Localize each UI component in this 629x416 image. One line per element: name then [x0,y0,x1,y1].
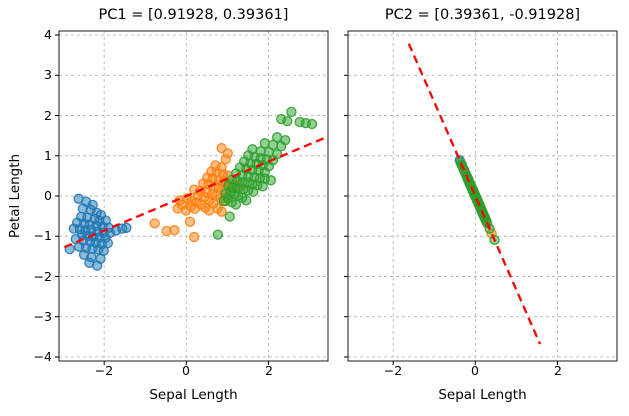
y-tick-label: 4 [44,27,52,42]
scatter-point-class2 [224,211,235,222]
scatter-point-class2 [306,118,318,130]
scatter-point-class1 [216,162,227,173]
y-tick-label: 3 [44,67,52,82]
x-tick-label: −2 [383,363,403,378]
y-tick-label: −3 [33,309,52,324]
scatter-point-class2 [282,115,293,127]
left-plot-title: PC1 = [0.91928, 0.39361] [98,7,289,23]
x-tick-label: 2 [265,363,273,378]
scatter-point-class1 [222,148,233,159]
scatter-point-class2 [259,138,270,149]
x-tick-label: 0 [182,363,190,378]
scatter-point-class2 [241,195,252,206]
y-tick-label: −2 [33,269,52,284]
scatter-point-class2 [280,134,291,146]
y-tick-label: −4 [33,349,52,364]
scatter-point-class2 [212,229,224,240]
left-x-axis-label: Sepal Length [149,387,238,403]
x-tick-label: −2 [94,363,114,378]
y-tick-label: 1 [44,148,52,163]
scatter-point-class2 [271,148,283,160]
pc-direction-line [407,43,542,345]
right-x-axis-label: Sepal Length [438,387,527,403]
scatter-point-class1 [184,216,196,227]
scatter-point-class1 [169,225,180,236]
scatter-point-class1 [149,218,160,229]
x-tick-label: 0 [471,363,479,378]
scatter-point-class2 [286,106,297,118]
scatter-point-class0 [92,260,103,271]
scatter-point-class2 [265,175,277,186]
scatter-point-class1 [188,231,200,243]
scatter-point-class2 [247,144,258,155]
scatter-point-class1 [216,206,227,217]
x-tick-label: 2 [554,363,562,378]
right-plot-title: PC2 = [0.39361, -0.91928] [384,7,581,23]
y-tick-label: 0 [44,188,52,203]
y-tick-label: 2 [44,108,52,123]
pc-direction-line [63,135,329,249]
scatter-point-class0 [121,222,132,233]
scatter-point-class2 [455,157,466,168]
y-tick-label: −1 [33,228,52,243]
